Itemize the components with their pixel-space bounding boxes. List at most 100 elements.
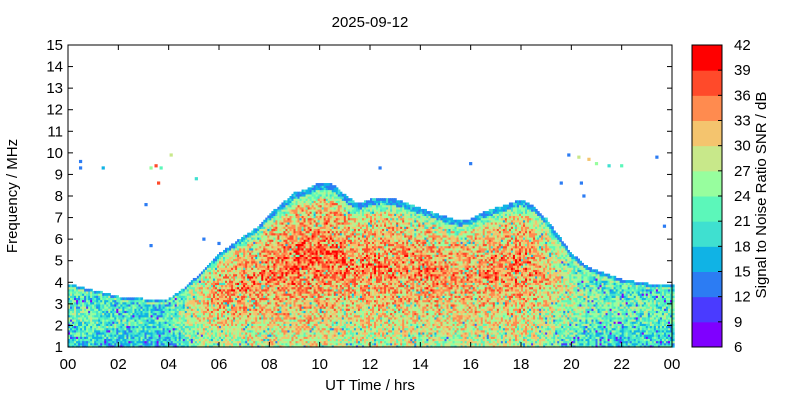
heatmap-cell — [188, 293, 192, 296]
heatmap-cell — [114, 340, 117, 344]
heatmap-cell — [202, 280, 206, 283]
heatmap-cell — [98, 334, 101, 337]
heatmap-cell — [267, 265, 270, 268]
heatmap-cell — [303, 331, 307, 335]
heatmap-cell — [277, 245, 280, 249]
heatmap-cell — [241, 247, 244, 251]
heatmap-cell — [156, 312, 160, 316]
heatmap-cell — [305, 236, 309, 240]
heatmap-cell — [301, 323, 305, 327]
heatmap-cell — [136, 334, 140, 337]
heatmap-cell — [92, 329, 95, 333]
heatmap-cell — [291, 204, 295, 208]
heatmap-cell — [182, 338, 186, 342]
heatmap-cell — [277, 258, 280, 262]
heatmap-cell — [311, 191, 315, 195]
heatmap-cell — [229, 316, 232, 320]
heatmap-cell — [289, 275, 293, 279]
heatmap-cell — [259, 336, 262, 339]
heatmap-cell — [305, 217, 309, 221]
heatmap-cell — [267, 230, 270, 234]
heatmap-cell — [210, 306, 214, 309]
heatmap-cell — [289, 215, 293, 219]
heatmap-cell — [148, 306, 152, 309]
heatmap-cell — [132, 314, 136, 318]
heatmap-cell — [313, 208, 317, 212]
heatmap-cell — [291, 262, 295, 266]
heatmap-cell — [303, 189, 307, 193]
heatmap-cell — [269, 314, 272, 318]
heatmap-cell — [303, 249, 307, 253]
heatmap-cell — [295, 200, 299, 204]
heatmap-cell — [261, 230, 264, 234]
heatmap-cell — [297, 224, 301, 227]
heatmap-cell — [305, 297, 309, 301]
heatmap-cell — [295, 211, 299, 214]
heatmap-cell — [289, 312, 293, 316]
heatmap-cell — [283, 344, 287, 348]
heatmap-cell — [275, 269, 278, 273]
heatmap-cell — [126, 325, 129, 329]
heatmap-cell — [237, 293, 240, 296]
heatmap-cell — [239, 239, 242, 242]
heatmap-cell — [98, 321, 101, 324]
heatmap-cell — [307, 202, 311, 206]
heatmap-cell — [180, 290, 184, 294]
heatmap-cell — [297, 344, 301, 348]
heatmap-cell — [303, 202, 307, 206]
heatmap-cell — [76, 295, 79, 298]
heatmap-cell — [253, 334, 256, 337]
heatmap-cell — [249, 269, 252, 273]
heatmap-cell — [313, 224, 317, 227]
heatmap-cell — [261, 221, 264, 225]
heatmap-cell — [275, 228, 278, 232]
heatmap-cell — [112, 331, 115, 335]
heatmap-cell — [106, 321, 109, 324]
heatmap-cell — [221, 331, 224, 335]
heatmap-cell — [255, 340, 258, 344]
heatmap-cell — [132, 321, 136, 324]
heatmap-cell — [305, 204, 309, 208]
heatmap-cell — [178, 297, 182, 301]
heatmap-cell — [293, 206, 297, 210]
heatmap-cell — [239, 303, 242, 307]
heatmap-cell — [184, 310, 188, 314]
heatmap-cell — [303, 200, 307, 204]
heatmap-cell — [124, 334, 127, 337]
heatmap-cell — [104, 325, 107, 329]
heatmap-cell — [108, 316, 111, 320]
heatmap-cell — [235, 321, 238, 324]
heatmap-cell — [291, 211, 295, 214]
heatmap-cell — [190, 331, 194, 335]
heatmap-cell — [124, 331, 127, 335]
heatmap-cell — [208, 334, 212, 337]
heatmap-cell — [216, 288, 220, 292]
heatmap-cell — [289, 314, 293, 318]
heatmap-cell — [265, 239, 268, 242]
heatmap-cell — [303, 329, 307, 333]
heatmap-cell — [273, 306, 276, 309]
heatmap-cell — [88, 318, 91, 322]
heatmap-cell — [182, 340, 186, 344]
heatmap-cell — [315, 189, 319, 193]
heatmap-cell — [176, 321, 180, 324]
heatmap-cell — [261, 327, 264, 331]
heatmap-cell — [305, 295, 309, 298]
heatmap-cell — [297, 323, 301, 327]
heatmap-cell — [235, 262, 238, 266]
heatmap-cell — [307, 191, 311, 195]
heatmap-cell — [279, 306, 283, 309]
heatmap-cell — [186, 316, 190, 320]
heatmap-cell — [182, 325, 186, 329]
heatmap-cell — [273, 256, 276, 260]
heatmap-cell — [277, 344, 280, 348]
heatmap-cell — [110, 327, 113, 331]
heatmap-cell — [271, 262, 274, 266]
heatmap-cell — [287, 331, 291, 335]
heatmap-cell — [241, 284, 244, 288]
heatmap-cell — [257, 271, 260, 275]
heatmap-cell — [134, 344, 138, 348]
heatmap-cell — [249, 249, 252, 253]
heatmap-cell — [140, 318, 144, 322]
heatmap-cell — [94, 321, 97, 324]
